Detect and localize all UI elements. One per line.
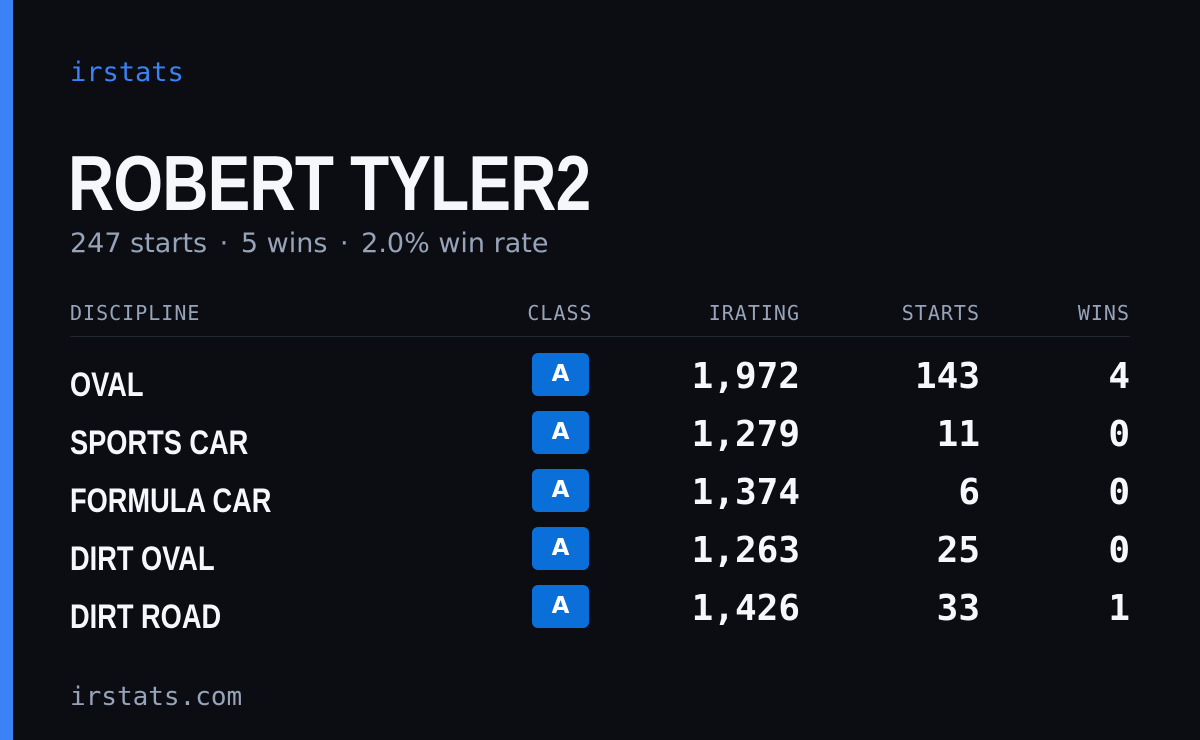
wins-value: 0 [1108,472,1130,513]
wins-value: 0 [1108,530,1130,571]
starts-value: 11 [936,414,980,455]
summary-separator: · [219,228,229,259]
header-class: CLASS [527,301,593,325]
header-starts: STARTS [901,301,980,325]
table-row: DIRT ROAD A 1,426 33 1 [70,585,1130,643]
discipline-name: DIRT ROAD [70,598,222,636]
summary-wins: 5 wins [240,228,328,259]
irating-value: 1,374 [691,472,800,513]
accent-bar [0,0,13,740]
table-row: FORMULA CAR A 1,374 6 0 [70,469,1130,527]
class-badge: A [532,411,589,454]
irating-value: 1,426 [691,588,800,629]
summary-starts: 247 starts [70,228,208,259]
class-badge: A [532,585,589,628]
discipline-name: DIRT OVAL [70,540,215,578]
irating-value: 1,972 [691,356,800,397]
wins-value: 0 [1108,414,1130,455]
irating-value: 1,279 [691,414,800,455]
starts-value: 33 [936,588,980,629]
brand-logo-text: irstats [70,57,184,88]
summary-separator: · [339,228,349,259]
table-row: SPORTS CAR A 1,279 11 0 [70,411,1130,469]
wins-value: 4 [1108,356,1130,397]
starts-value: 143 [914,356,980,397]
header-discipline: DISCIPLINE [70,301,201,325]
starts-value: 25 [936,530,980,571]
header-wins: WINS [1077,301,1130,325]
header-irating: IRATING [708,301,800,325]
discipline-table: DISCIPLINE CLASS IRATING STARTS WINS OVA… [70,298,1130,643]
table-body: OVAL A 1,972 143 4 SPORTS CAR A 1,279 11… [70,337,1130,643]
class-badge: A [532,353,589,396]
driver-name: ROBERT TYLER2 [68,139,591,227]
table-row: DIRT OVAL A 1,263 25 0 [70,527,1130,585]
class-badge: A [532,469,589,512]
driver-summary: 247 starts · 5 wins · 2.0% win rate [70,226,548,262]
table-header: DISCIPLINE CLASS IRATING STARTS WINS [70,298,1130,337]
discipline-name: OVAL [70,366,144,404]
summary-win-rate: 2.0% win rate [361,228,549,259]
discipline-name: SPORTS CAR [70,424,249,462]
footer-url: irstats.com [70,682,243,712]
irating-value: 1,263 [691,530,800,571]
discipline-name: FORMULA CAR [70,482,272,520]
wins-value: 1 [1108,588,1130,629]
starts-value: 6 [958,472,980,513]
table-row: OVAL A 1,972 143 4 [70,353,1130,411]
class-badge: A [532,527,589,570]
